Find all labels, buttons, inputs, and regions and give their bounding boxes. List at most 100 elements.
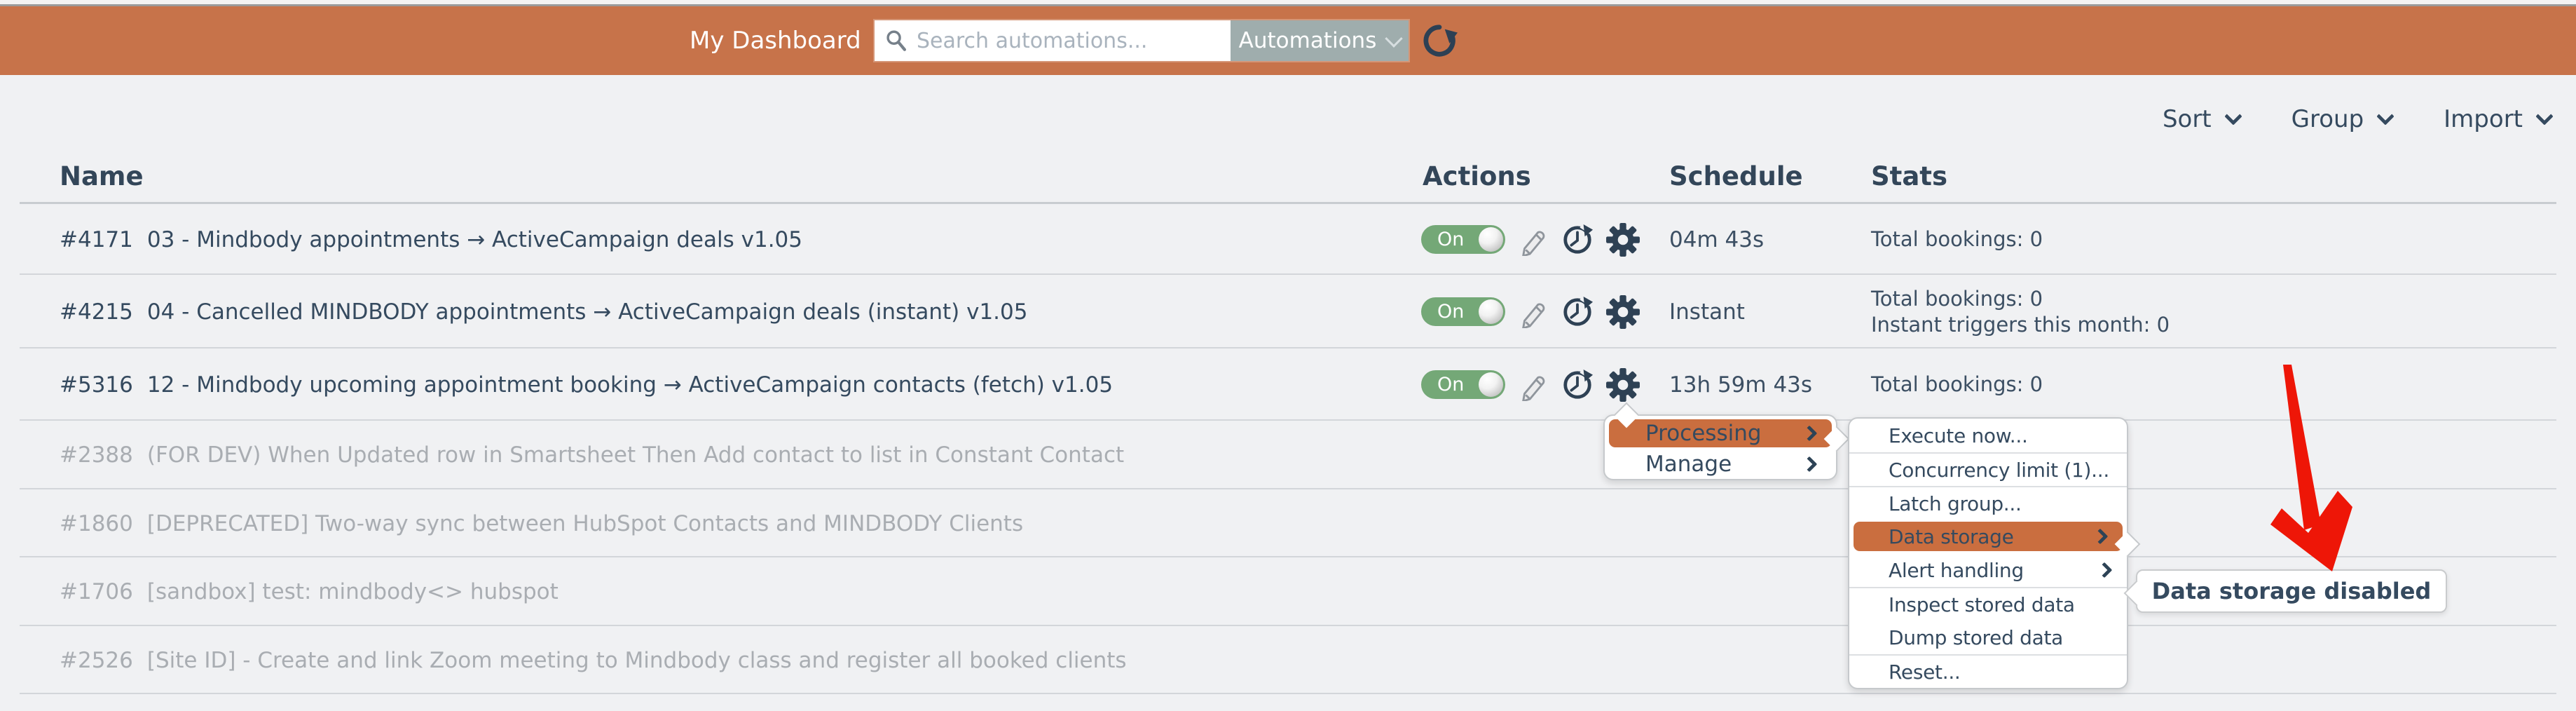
chevron-right-icon	[2092, 528, 2109, 545]
clock-icon[interactable]	[1561, 223, 1594, 256]
menu-item-latch-group[interactable]: Latch group...	[1849, 486, 2127, 520]
automation-name: 03 - Mindbody appointments → ActiveCampa…	[146, 226, 802, 252]
toggle-knob	[1479, 372, 1503, 397]
automation-id: #5316	[60, 372, 133, 398]
automation-name: 04 - Cancelled MINDBODY appointments → A…	[146, 299, 1028, 325]
menu-item-alert-handling[interactable]: Alert handling	[1849, 553, 2127, 587]
pencil-icon[interactable]	[1517, 296, 1549, 328]
stat-line: Total bookings: 0	[1871, 227, 2043, 251]
menu-item-label: Execute now...	[1889, 424, 2028, 447]
menu-item-label: Manage	[1645, 452, 1732, 477]
schedule-value: Instant	[1669, 299, 1745, 325]
automation-name-cell: #5316 12 - Mindbody upcoming appointment…	[60, 348, 1113, 421]
automation-id: #2388	[60, 442, 133, 468]
automation-name-cell: #4215 04 - Cancelled MINDBODY appointmen…	[60, 275, 1027, 348]
menu-item-label: Data storage	[1889, 524, 2014, 548]
menu-item-execute-now[interactable]: Execute now...	[1849, 419, 2127, 452]
column-header-stats: Stats	[1871, 161, 1948, 191]
table-row[interactable]: #4171 03 - Mindbody appointments → Activ…	[0, 204, 2576, 275]
toggle-label: On	[1437, 229, 1465, 250]
on-off-toggle[interactable]: On	[1421, 370, 1505, 399]
menu-item-manage[interactable]: Manage	[1609, 450, 1832, 478]
column-header-schedule: Schedule	[1669, 161, 1803, 191]
chevron-right-icon	[2096, 562, 2113, 578]
gear-icon[interactable]	[1605, 294, 1640, 330]
import-button[interactable]: Import	[2444, 105, 2554, 133]
menu-item-concurrency-limit-1[interactable]: Concurrency limit (1)...	[1849, 452, 2127, 486]
dashboard-header-bar: My Dashboard Search automations... Autom…	[0, 6, 2576, 75]
chevron-down-icon	[2535, 107, 2554, 126]
table-row[interactable]: #1706 [sandbox] test: mindbody<> hubspot	[0, 557, 2576, 626]
window-top-edge	[0, 0, 2576, 6]
menu-item-label: Concurrency limit (1)...	[1889, 458, 2109, 482]
sort-button[interactable]: Sort	[2163, 105, 2242, 133]
on-off-toggle[interactable]: On	[1421, 225, 1505, 254]
search-input[interactable]: Search automations...	[875, 20, 1231, 61]
column-header-name: Name	[60, 161, 144, 191]
toggle-knob	[1479, 227, 1503, 252]
import-label: Import	[2444, 105, 2523, 133]
row-actions: On	[1421, 204, 1640, 275]
table-row[interactable]: #2526 [Site ID] - Create and link Zoom m…	[0, 626, 2576, 694]
schedule-value: 13h 59m 43s	[1669, 372, 1813, 398]
menu-item-label: Reset...	[1889, 660, 1961, 684]
table-row[interactable]: #5316 12 - Mindbody upcoming appointment…	[0, 348, 2576, 421]
context-menu-items: Processing Manage	[1605, 419, 1836, 478]
stats-value: Total bookings: 0	[1871, 204, 2043, 275]
stat-line: Total bookings: 0	[1871, 286, 2043, 311]
automation-name-cell: #4171 03 - Mindbody appointments → Activ…	[60, 204, 802, 275]
automation-name-cell: #1706 [sandbox] test: mindbody<> hubspot	[60, 557, 559, 626]
clock-icon[interactable]	[1561, 295, 1594, 328]
menu-item-label: Processing	[1645, 421, 1762, 446]
group-button[interactable]: Group	[2291, 105, 2395, 133]
annotation-arrow-icon	[2262, 365, 2360, 578]
search-icon	[884, 29, 908, 53]
table-row[interactable]: #2388 (FOR DEV) When Updated row in Smar…	[0, 421, 2576, 489]
schedule-value: 04m 43s	[1669, 226, 1765, 252]
table-row[interactable]: #4215 04 - Cancelled MINDBODY appointmen…	[0, 275, 2576, 348]
menu-item-processing[interactable]: Processing	[1609, 419, 1832, 447]
stats-value: Total bookings: 0 Instant triggers this m…	[1871, 275, 2170, 348]
row-actions: On	[1421, 348, 1640, 421]
toggle-knob	[1479, 299, 1503, 324]
menu-item-dump-stored-data[interactable]: Dump stored data	[1849, 621, 2127, 654]
automation-id: #1706	[60, 579, 133, 604]
clock-icon[interactable]	[1561, 368, 1594, 401]
toggle-label: On	[1437, 374, 1465, 395]
automation-name: [Site ID] - Create and link Zoom meeting…	[146, 647, 1127, 673]
automation-name: 12 - Mindbody upcoming appointment booki…	[146, 372, 1114, 398]
chevron-right-icon	[1801, 425, 1818, 442]
automation-name: (FOR DEV) When Updated row in Smartsheet…	[146, 442, 1125, 468]
pencil-icon[interactable]	[1517, 369, 1549, 401]
on-off-toggle[interactable]: On	[1421, 297, 1505, 326]
automation-name-cell: #2526 [Site ID] - Create and link Zoom m…	[60, 626, 1127, 694]
chevron-down-icon	[2224, 107, 2242, 126]
menu-item-reset[interactable]: Reset...	[1849, 654, 2127, 688]
search-scope-dropdown[interactable]: Automations	[1231, 20, 1409, 61]
menu-item-inspect-stored-data[interactable]: Inspect stored data	[1849, 587, 2127, 621]
refresh-icon[interactable]	[1421, 22, 1458, 59]
group-label: Group	[2291, 105, 2364, 133]
automation-id: #2526	[60, 647, 133, 673]
automation-name-cell: #1860 [DEPRECATED] Two-way sync between …	[60, 489, 1023, 557]
gear-icon[interactable]	[1605, 367, 1640, 402]
scope-label: Automations	[1238, 28, 1377, 53]
menu-separator: Data storage	[1849, 522, 2127, 551]
stat-line: Instant triggers this month: 0	[1871, 312, 2170, 337]
automation-id: #4215	[60, 299, 133, 325]
pencil-icon[interactable]	[1517, 224, 1549, 256]
toggle-label: On	[1437, 301, 1465, 323]
chevron-right-icon	[1801, 456, 1818, 473]
menu-item-label: Latch group...	[1889, 492, 2022, 515]
gear-icon[interactable]	[1605, 222, 1640, 257]
search-placeholder: Search automations...	[917, 28, 1148, 53]
processing-submenu: Execute now... Concurrency limit (1)... La…	[1848, 417, 2141, 689]
chevron-down-icon	[1385, 29, 1404, 48]
menu-item-label: Alert handling	[1889, 558, 2024, 582]
column-header-actions: Actions	[1423, 161, 1531, 191]
stats-value: Total bookings: 0	[1871, 348, 2043, 421]
menu-item-data-storage[interactable]: Data storage	[1854, 522, 2123, 551]
table-row[interactable]: #1860 [DEPRECATED] Two-way sync between …	[0, 489, 2576, 557]
menu-item-label: Inspect stored data	[1889, 592, 2075, 616]
automation-name-cell: #2388 (FOR DEV) When Updated row in Smar…	[60, 421, 1124, 489]
